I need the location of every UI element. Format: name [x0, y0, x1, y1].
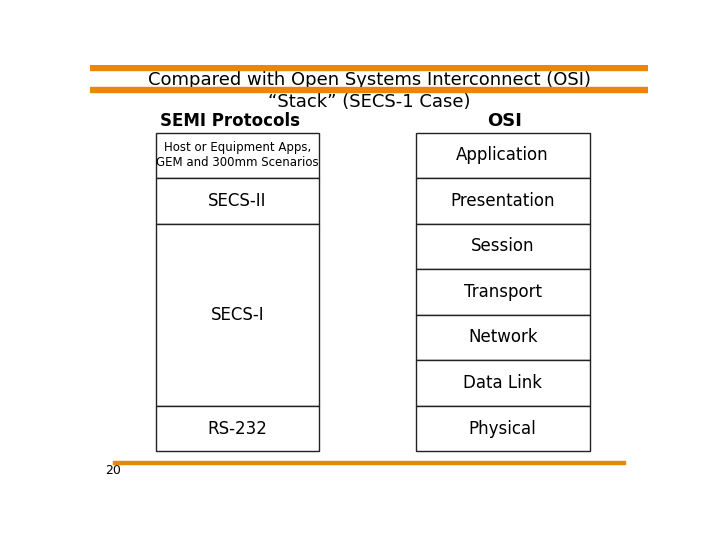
Text: “Stack” (SECS-1 Case): “Stack” (SECS-1 Case): [268, 93, 470, 111]
Text: Network: Network: [468, 328, 538, 347]
Text: SEMI Protocols: SEMI Protocols: [160, 112, 300, 130]
Text: RS-232: RS-232: [207, 420, 267, 437]
Bar: [415, 406, 590, 451]
Text: OSI: OSI: [487, 112, 522, 130]
Bar: [415, 178, 590, 224]
Text: 20: 20: [106, 464, 122, 477]
Bar: [415, 224, 590, 269]
Text: SECS-I: SECS-I: [210, 306, 264, 323]
Bar: [156, 406, 319, 451]
Text: Transport: Transport: [464, 283, 541, 301]
Bar: [415, 360, 590, 406]
Bar: [156, 224, 319, 406]
Bar: [415, 132, 590, 178]
Bar: [90, 65, 648, 70]
Text: Presentation: Presentation: [451, 192, 555, 210]
Bar: [156, 132, 319, 178]
Bar: [90, 87, 648, 92]
Bar: [113, 461, 625, 464]
Text: Data Link: Data Link: [463, 374, 542, 392]
Text: Compared with Open Systems Interconnect (OSI): Compared with Open Systems Interconnect …: [148, 71, 590, 89]
Text: Host or Equipment Apps,
GEM and 300mm Scenarios: Host or Equipment Apps, GEM and 300mm Sc…: [156, 141, 318, 170]
Text: Session: Session: [471, 238, 534, 255]
Text: Application: Application: [456, 146, 549, 164]
Text: Physical: Physical: [469, 420, 536, 437]
Bar: [156, 178, 319, 224]
Bar: [415, 269, 590, 315]
Text: SECS-II: SECS-II: [208, 192, 266, 210]
Bar: [415, 315, 590, 360]
